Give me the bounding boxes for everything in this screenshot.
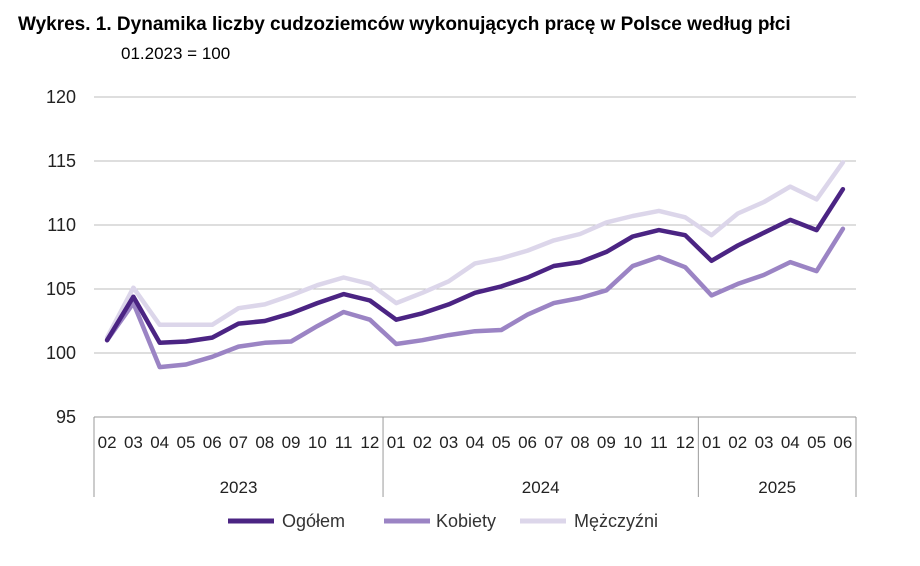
x-tick-label: 12 bbox=[360, 433, 379, 452]
x-tick-label: 05 bbox=[177, 433, 196, 452]
y-tick-label: 100 bbox=[46, 343, 76, 363]
x-tick-label: 12 bbox=[676, 433, 695, 452]
x-tick-label: 04 bbox=[466, 433, 485, 452]
x-tick-label: 11 bbox=[650, 433, 668, 452]
series-line-mężczyźni bbox=[104, 160, 846, 340]
x-tick-label: 10 bbox=[623, 433, 642, 452]
series-line-ogółem bbox=[104, 186, 846, 346]
series-line-kobiety bbox=[104, 226, 846, 370]
x-tick-label: 06 bbox=[203, 433, 222, 452]
year-group-label: 2025 bbox=[758, 478, 796, 497]
x-tick-label: 08 bbox=[255, 433, 274, 452]
y-tick-label: 120 bbox=[46, 87, 76, 107]
x-tick-label: 09 bbox=[597, 433, 616, 452]
y-tick-label: 115 bbox=[47, 151, 76, 171]
grid-layer bbox=[94, 96, 856, 418]
x-tick-label: 03 bbox=[439, 433, 458, 452]
legend: Ogółem Kobiety Mężczyźni bbox=[228, 511, 658, 531]
x-tick-label: 08 bbox=[571, 433, 590, 452]
x-tick-label: 04 bbox=[150, 433, 169, 452]
series-layer bbox=[104, 160, 846, 370]
x-tick-label: 02 bbox=[98, 433, 117, 452]
y-tick-label: 95 bbox=[56, 407, 76, 427]
y-tick-label: 105 bbox=[46, 279, 76, 299]
x-tick-label: 01 bbox=[702, 433, 721, 452]
chart-title: Wykres. 1. Dynamika liczby cudzoziemców … bbox=[18, 14, 791, 35]
x-tick-label: 05 bbox=[492, 433, 511, 452]
x-tick-label: 01 bbox=[387, 433, 406, 452]
y-tick-label: 110 bbox=[47, 215, 76, 235]
x-tick-label: 07 bbox=[544, 433, 563, 452]
x-tick-label: 09 bbox=[282, 433, 301, 452]
x-tick-label: 10 bbox=[308, 433, 327, 452]
x-tick-label: 07 bbox=[229, 433, 248, 452]
x-tick-label: 03 bbox=[755, 433, 774, 452]
x-tick-label: 05 bbox=[807, 433, 826, 452]
chart-subtitle: 01.2023 = 100 bbox=[121, 44, 231, 63]
x-tick-label: 11 bbox=[335, 433, 353, 452]
year-group-label: 2024 bbox=[522, 478, 560, 497]
x-tick-label: 03 bbox=[124, 433, 143, 452]
x-tick-label: 06 bbox=[833, 433, 852, 452]
x-tick-label: 02 bbox=[728, 433, 747, 452]
x-axis: 02 03 04 05 06 07 08 09 10 11 12 01 02 03 04 05 06 07 08 09… bbox=[93, 416, 857, 497]
x-tick-label: 04 bbox=[781, 433, 800, 452]
legend-label: Ogółem bbox=[282, 511, 345, 531]
x-tick-label: 06 bbox=[518, 433, 537, 452]
x-tick-label: 02 bbox=[413, 433, 432, 452]
year-group-label: 2023 bbox=[220, 478, 258, 497]
legend-label: Kobiety bbox=[436, 511, 496, 531]
legend-label: Mężczyźni bbox=[574, 511, 658, 531]
y-axis: 95 100 105 110 115 120 bbox=[46, 87, 76, 427]
